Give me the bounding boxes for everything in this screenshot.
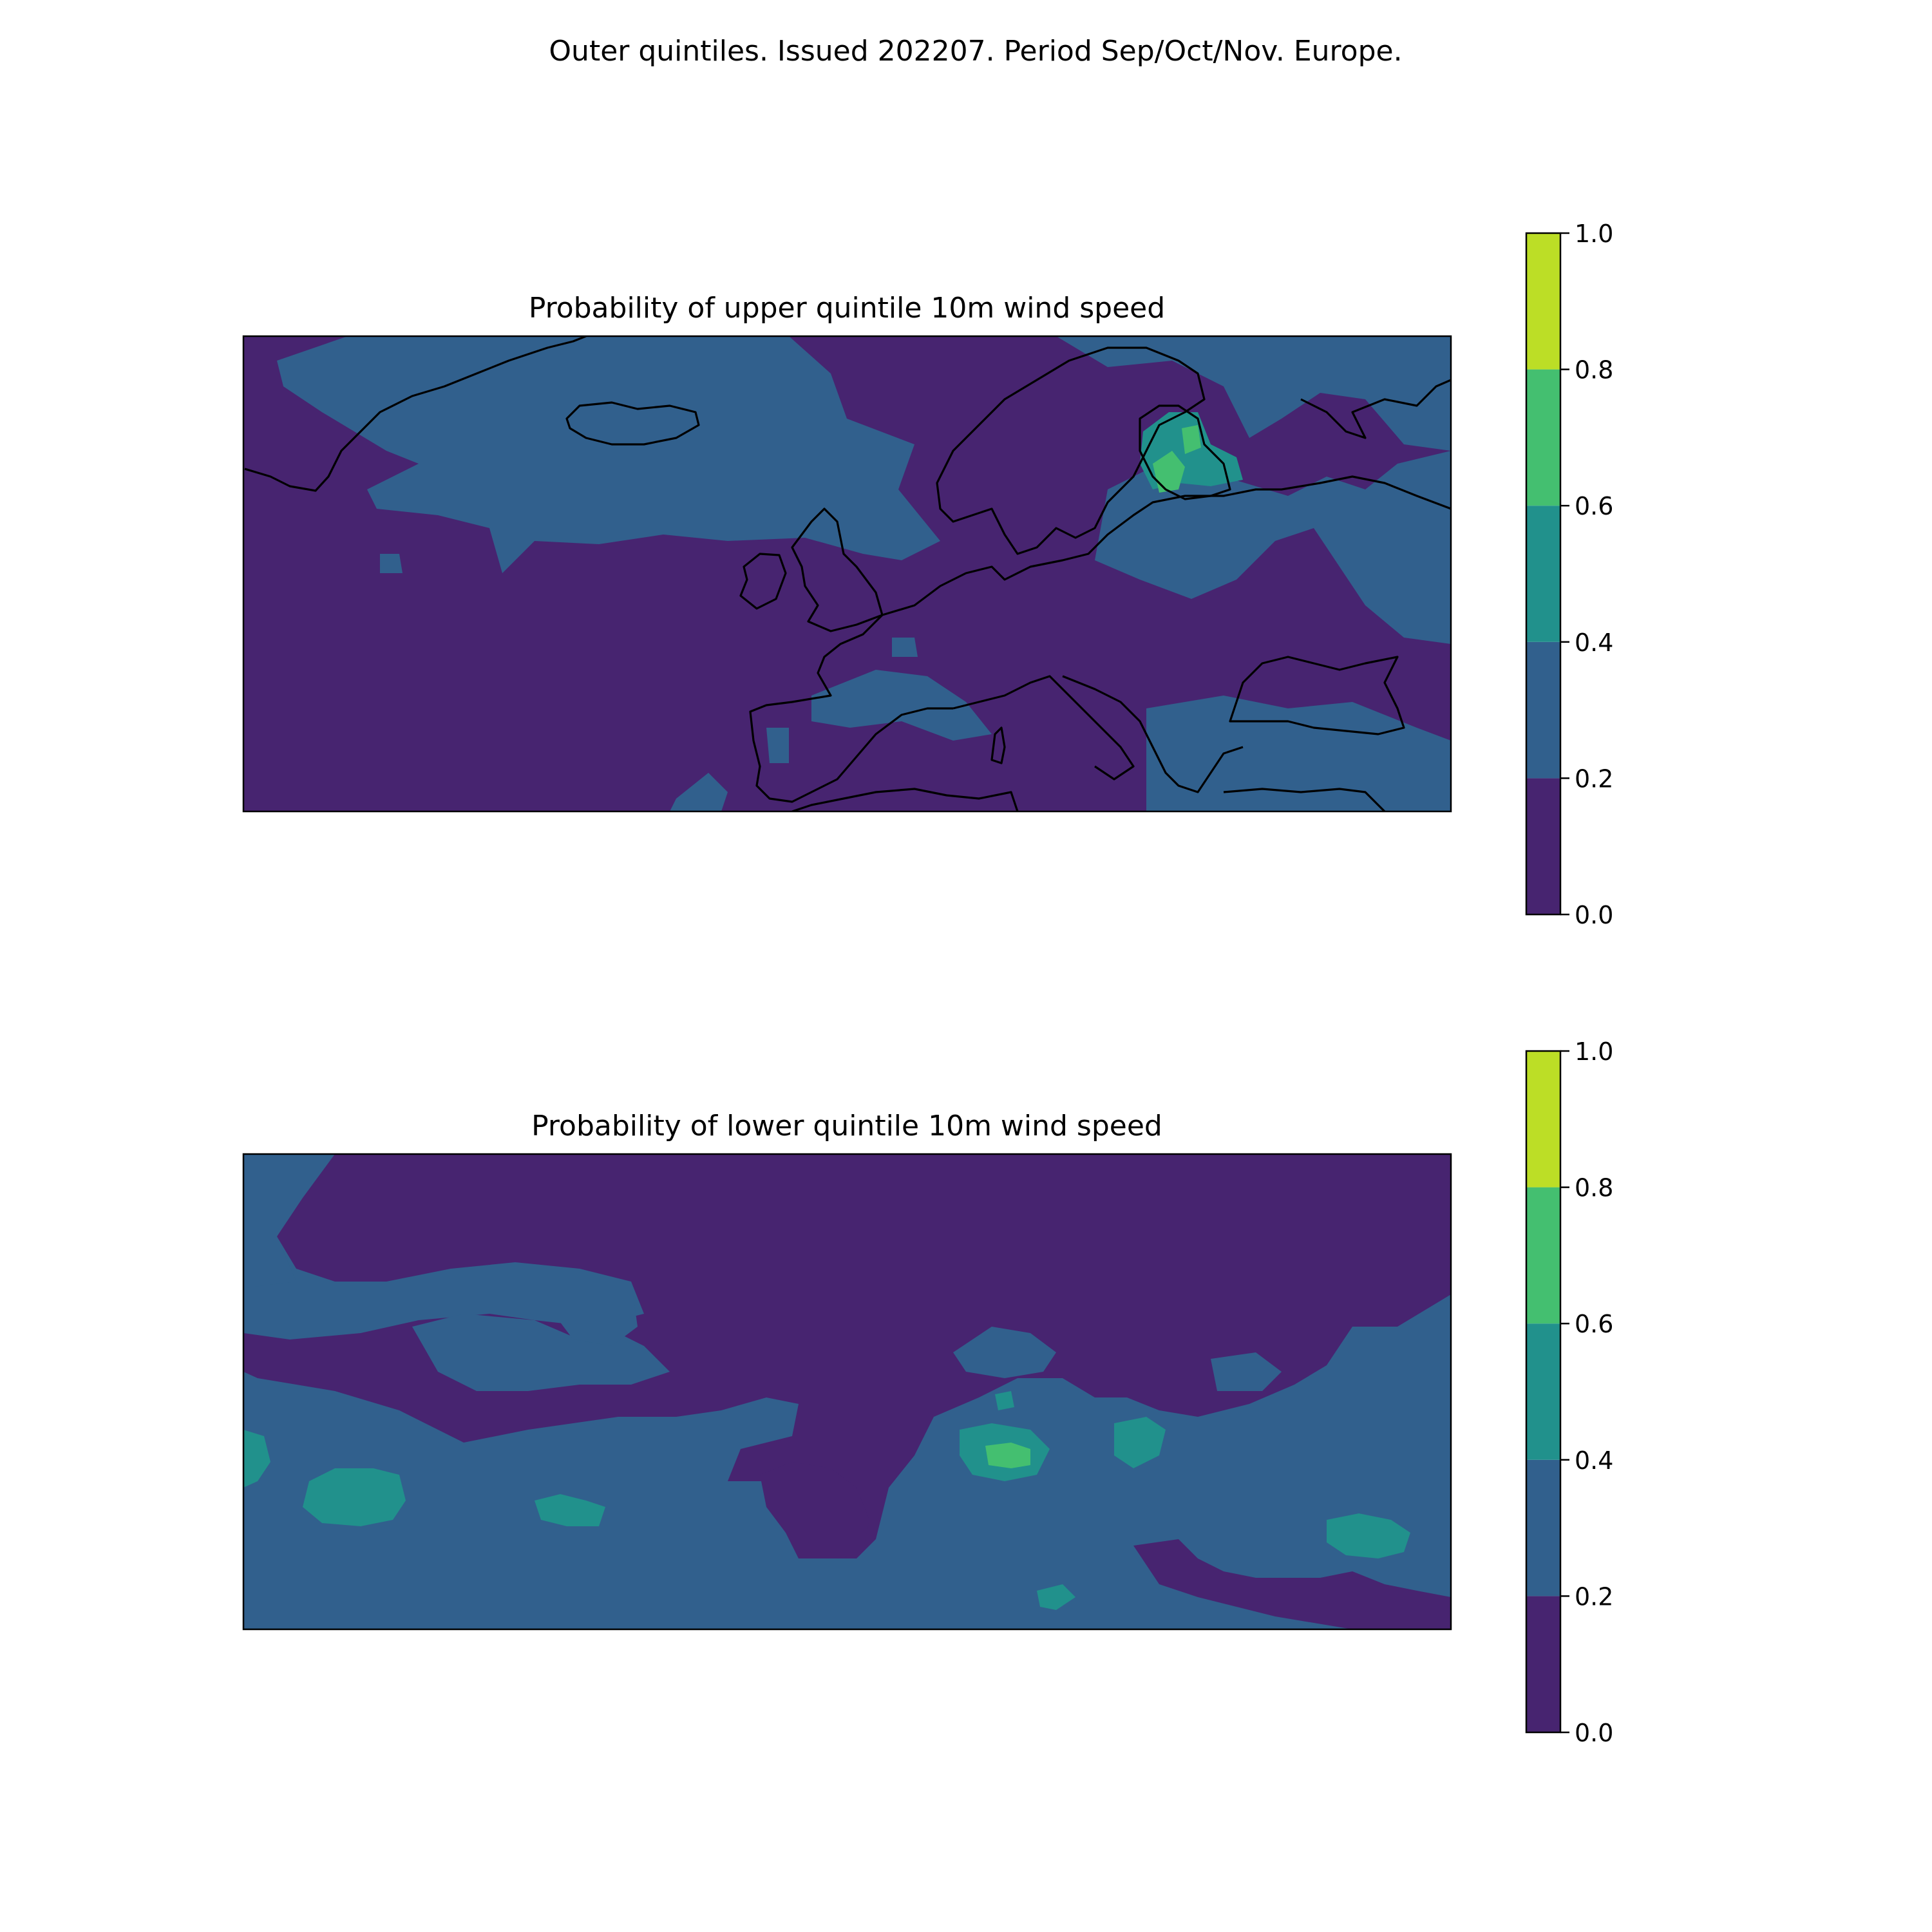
band-greenland-west xyxy=(243,1154,335,1288)
band-biscay-low xyxy=(760,1462,869,1558)
coast-black-sea xyxy=(1229,656,1405,735)
finland-high xyxy=(1153,451,1185,493)
colorbar-tick-label: 0.2 xyxy=(1575,1582,1613,1611)
map-field-lower xyxy=(243,1154,1451,1629)
map-frame-lower xyxy=(242,1153,1452,1631)
colorbar-segment-0 xyxy=(1526,778,1560,914)
coast-turkey-south xyxy=(1223,788,1386,811)
colorbar-segment-1 xyxy=(1526,641,1560,779)
band-balkans-low xyxy=(1133,1539,1451,1629)
band-west-med xyxy=(811,670,992,741)
band-east-med xyxy=(1146,696,1451,811)
band-iberia-spot xyxy=(766,728,789,763)
coast-white-sea xyxy=(1300,379,1451,439)
colorbar-tick-label: 0.0 xyxy=(1575,1719,1613,1747)
colorbar-segment-0 xyxy=(1526,1596,1560,1732)
colorbar-tick-label: 0.8 xyxy=(1575,356,1613,384)
colorbar-segment-2 xyxy=(1526,1323,1560,1460)
patch-belgium xyxy=(995,1391,1014,1410)
colorbar-segment-1 xyxy=(1526,1459,1560,1596)
colorbar-tick-label: 1.0 xyxy=(1575,220,1613,248)
coast-north-africa xyxy=(791,788,1019,811)
patch-atlantic-left xyxy=(243,1430,270,1488)
map-frame-upper xyxy=(242,335,1452,813)
band-baltic-south xyxy=(953,1327,1056,1378)
band-arctic-scandinavia xyxy=(243,1154,1451,1558)
band-atlantic-north-patch xyxy=(554,1282,638,1346)
colorbar-upper: 0.0 0.2 0.4 0.6 0.8 1.0 xyxy=(1525,220,1613,929)
coastlines-upper xyxy=(244,336,1451,811)
colorbar-tick-label: 0.0 xyxy=(1575,901,1613,929)
coast-iceland xyxy=(565,401,700,446)
coast-italy xyxy=(952,675,1135,781)
band-nordic-east xyxy=(1056,336,1451,451)
coast-ireland xyxy=(739,553,787,610)
map-panel-lower: Probability of lower quintile 10m wind s… xyxy=(242,1110,1452,1631)
colorbar-tick-label: 0.4 xyxy=(1575,1446,1613,1475)
colorbar-tick-label: 0.6 xyxy=(1575,492,1613,520)
coast-balkans xyxy=(1062,675,1244,793)
map-title-upper: Probability of upper quintile 10m wind s… xyxy=(529,292,1165,325)
coast-continent xyxy=(882,475,1451,616)
colorbar-segment-3 xyxy=(1526,1187,1560,1324)
patch-black-sea xyxy=(1327,1513,1410,1558)
band-spot-1 xyxy=(380,554,402,573)
map-field-upper xyxy=(243,336,1451,811)
band-greenland-atlantic xyxy=(277,336,940,573)
band-russia-spot xyxy=(1211,1352,1282,1391)
colorbar-segment-2 xyxy=(1526,506,1560,642)
colorbar-frame xyxy=(1525,1050,1562,1734)
coast-baltic-finland xyxy=(1139,404,1231,500)
colorbar-lower: 0.0 0.2 0.4 0.6 0.8 1.0 xyxy=(1525,1037,1613,1747)
map-title-lower: Probability of lower quintile 10m wind s… xyxy=(531,1110,1162,1142)
figure-suptitle: Outer quintiles. Issued 202207. Period S… xyxy=(549,35,1402,68)
band-africa-spot xyxy=(670,773,728,811)
colorbar-segment-4 xyxy=(1526,1051,1560,1188)
colorbar-tick-label: 0.4 xyxy=(1575,629,1613,657)
colorbar-segment-4 xyxy=(1526,233,1560,370)
band-spot-2 xyxy=(892,638,918,657)
colorbar-segment-3 xyxy=(1526,369,1560,506)
colorbar-tick-label: 0.6 xyxy=(1575,1310,1613,1338)
coast-corsica-sardinia xyxy=(990,726,1006,764)
patch-atlantic-2 xyxy=(535,1494,605,1526)
finland-high-2 xyxy=(1182,425,1201,454)
map-panel-upper: Probability of upper quintile 10m wind s… xyxy=(242,292,1452,813)
colorbar-tick-label: 0.8 xyxy=(1575,1174,1613,1202)
patch-alps xyxy=(1114,1417,1166,1468)
patch-sicily xyxy=(1037,1584,1075,1610)
patch-atlantic-1 xyxy=(303,1468,406,1526)
band-atlantic-middle xyxy=(412,1314,670,1391)
coast-greenland xyxy=(244,336,587,492)
patch-central-europe-core xyxy=(985,1443,1030,1468)
coast-scandinavia xyxy=(936,346,1206,555)
coast-france-iberia xyxy=(749,614,953,803)
colorbar-frame xyxy=(1525,232,1562,916)
colorbar-tick-label: 0.2 xyxy=(1575,764,1613,793)
colorbar-tick-label: 1.0 xyxy=(1575,1037,1613,1066)
